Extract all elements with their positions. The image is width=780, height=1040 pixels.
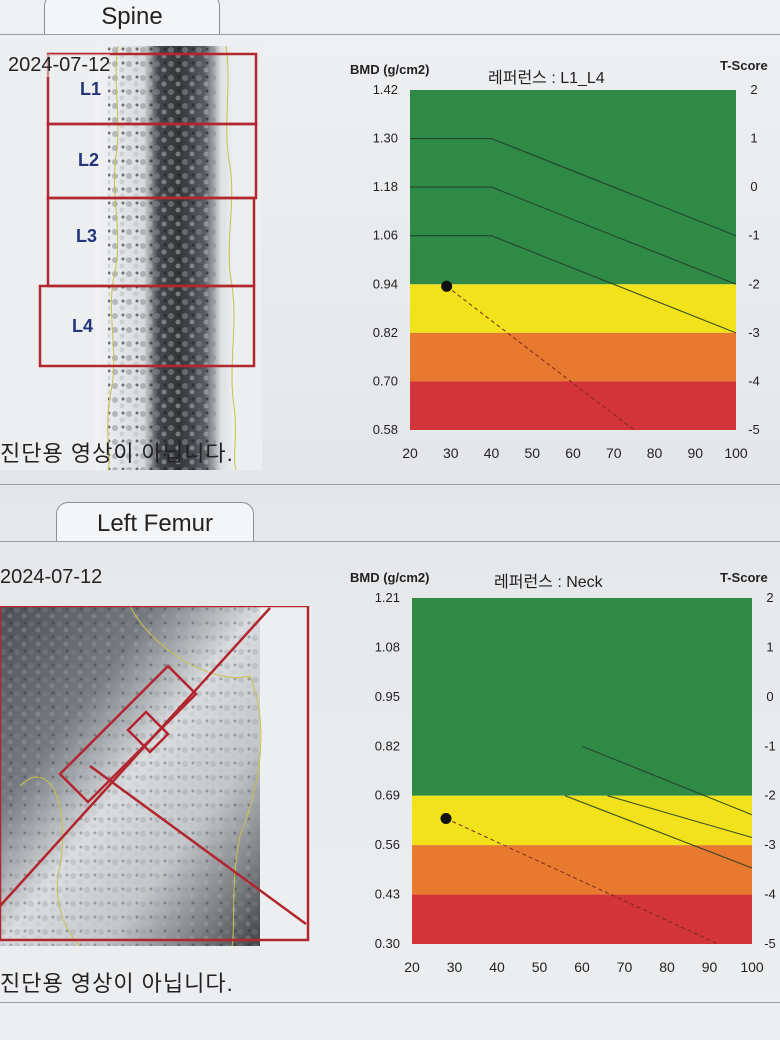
spine-y-tick-label: 1.06 xyxy=(373,228,398,243)
spine-scan-date: 2024-07-12 xyxy=(8,54,111,77)
spine-bmd-chart: BMD (g/cm2) 레퍼런스 : L1_L4 T-Score 1.42 1.3… xyxy=(340,56,780,466)
vertebra-label-l4: L4 xyxy=(72,316,94,336)
femur-x-tick-label: 70 xyxy=(617,959,633,975)
femur-tscore-tick-label: -2 xyxy=(764,788,776,803)
spine-section-tab: Spine xyxy=(44,0,220,34)
femur-y-tick-label: 0.69 xyxy=(375,788,400,803)
spine-tscore-tick-label: -2 xyxy=(748,276,760,291)
spine-tscore-tick-label: 1 xyxy=(750,131,757,146)
femur-tscore-tick-label: 1 xyxy=(766,639,773,654)
femur-tscore-tick-label: 2 xyxy=(766,590,773,605)
spine-scan-image: L1 L2 L3 L4 xyxy=(0,46,262,470)
femur-chart-svg: 1.21 1.08 0.95 0.82 0.69 0.56 0.43 0.30 2 1 0 -1 -2 -… xyxy=(375,590,776,975)
spine-x-tick-label: 50 xyxy=(524,445,540,461)
spine-chart-ylabel: BMD (g/cm2) xyxy=(350,62,430,77)
spine-y-tick-label: 0.94 xyxy=(373,276,398,291)
spine-y-tick-label: 0.70 xyxy=(373,373,398,388)
spine-x-tick-label: 90 xyxy=(687,445,703,461)
femur-x-tick-label: 40 xyxy=(489,959,505,975)
spine-chart-svg: 1.42 1.30 1.18 1.06 0.94 0.82 0.70 0.58 2 1 0 -1 -2 -… xyxy=(373,82,760,461)
spine-band-red xyxy=(410,381,736,430)
femur-y-tick-label: 1.08 xyxy=(375,639,400,654)
femur-tab-title: Left Femur xyxy=(96,510,214,537)
femur-band-orange xyxy=(412,845,752,895)
spine-tscore-tick-label: -1 xyxy=(748,228,760,243)
spine-chart-tscore-label: T-Score xyxy=(720,58,768,73)
femur-x-tick-label: 80 xyxy=(659,959,675,975)
vertebra-label-l1: L1 xyxy=(80,79,102,99)
femur-y-tick-label: 0.30 xyxy=(375,936,400,951)
femur-y-tick-label: 0.43 xyxy=(375,887,400,902)
femur-band-red xyxy=(412,894,752,944)
femur-tscore-tick-label: -3 xyxy=(764,837,776,852)
femur-tscore-tick-label: -1 xyxy=(764,738,776,753)
femur-x-tick-label: 90 xyxy=(702,959,718,975)
spine-tscore-tick-label: 2 xyxy=(750,82,757,97)
spine-y-tick-label: 1.42 xyxy=(373,82,398,97)
spine-y-tick-label: 1.30 xyxy=(373,131,398,146)
spine-reference-curve xyxy=(410,235,737,334)
femur-y-tick-label: 0.95 xyxy=(375,689,400,704)
femur-scan-image xyxy=(0,606,312,946)
femur-tscore-tick-label: -5 xyxy=(764,936,776,951)
femur-projection-line xyxy=(445,818,719,945)
femur-reference-curve xyxy=(607,795,753,839)
spine-tscore-tick-label: -3 xyxy=(748,325,760,340)
femur-disclaimer: 진단용 영상이 아닙니다. xyxy=(0,971,234,996)
femur-section-top-divider xyxy=(0,484,780,485)
femur-reference-curve xyxy=(581,745,753,816)
femur-scan-date: 2024-07-12 xyxy=(0,566,103,588)
spine-chart-reference: 레퍼런스 : L1_L4 xyxy=(488,70,605,87)
femur-tscore-tick-label: -4 xyxy=(764,887,776,902)
femur-y-tick-label: 0.82 xyxy=(375,738,400,753)
femur-x-tick-label: 50 xyxy=(532,959,548,975)
femur-chart-tscore-label: T-Score xyxy=(720,570,768,585)
spine-tab-title: Spine xyxy=(101,3,163,30)
spine-reference-curve xyxy=(410,138,737,237)
spine-y-tick-label: 0.82 xyxy=(373,325,398,340)
spine-x-tick-label: 40 xyxy=(484,445,500,461)
spine-y-tick-label: 1.18 xyxy=(373,179,398,194)
spine-tscore-tick-label: -4 xyxy=(748,373,760,388)
vertebra-label-l3: L3 xyxy=(76,226,98,246)
spine-band-yellow xyxy=(410,284,736,333)
spine-patient-point xyxy=(441,280,453,292)
spine-x-tick-label: 60 xyxy=(565,445,581,461)
femur-reference-curve xyxy=(564,795,753,869)
femur-x-tick-label: 20 xyxy=(404,959,420,975)
spine-projection-line xyxy=(446,285,635,431)
spine-disclaimer: 진단용 영상이 아닙니다. xyxy=(0,441,234,466)
femur-x-tick-label: 100 xyxy=(740,959,764,975)
femur-x-tick-label: 30 xyxy=(447,959,463,975)
femur-x-tick-label: 60 xyxy=(574,959,590,975)
femur-band-yellow xyxy=(412,795,752,846)
spine-x-tick-label: 100 xyxy=(724,445,748,461)
spine-tscore-tick-label: -5 xyxy=(748,422,760,437)
femur-tscore-tick-label: 0 xyxy=(766,689,773,704)
vertebra-label-l2: L2 xyxy=(78,150,100,170)
femur-section-tab: Left Femur xyxy=(56,502,254,542)
spine-tscore-tick-label: 0 xyxy=(750,179,757,194)
spine-reference-curve xyxy=(410,186,737,285)
femur-section-divider xyxy=(0,541,780,542)
spine-x-tick-label: 30 xyxy=(443,445,459,461)
femur-band-green xyxy=(412,598,752,796)
femur-bmd-chart: BMD (g/cm2) 레퍼런스 : Neck T-Score 1.21 1.08… xyxy=(340,566,780,986)
femur-y-tick-label: 0.56 xyxy=(375,837,400,852)
femur-patient-point xyxy=(440,813,452,825)
femur-y-tick-label: 1.21 xyxy=(375,590,400,605)
spine-x-tick-label: 20 xyxy=(402,445,418,461)
femur-chart-reference: 레퍼런스 : Neck xyxy=(494,574,603,591)
spine-band-orange xyxy=(410,332,736,382)
spine-x-tick-label: 70 xyxy=(606,445,622,461)
spine-x-tick-label: 80 xyxy=(647,445,663,461)
spine-y-tick-label: 0.58 xyxy=(373,422,398,437)
bottom-divider xyxy=(0,1002,780,1003)
spine-section-divider xyxy=(0,34,780,35)
femur-chart-ylabel: BMD (g/cm2) xyxy=(350,570,430,585)
